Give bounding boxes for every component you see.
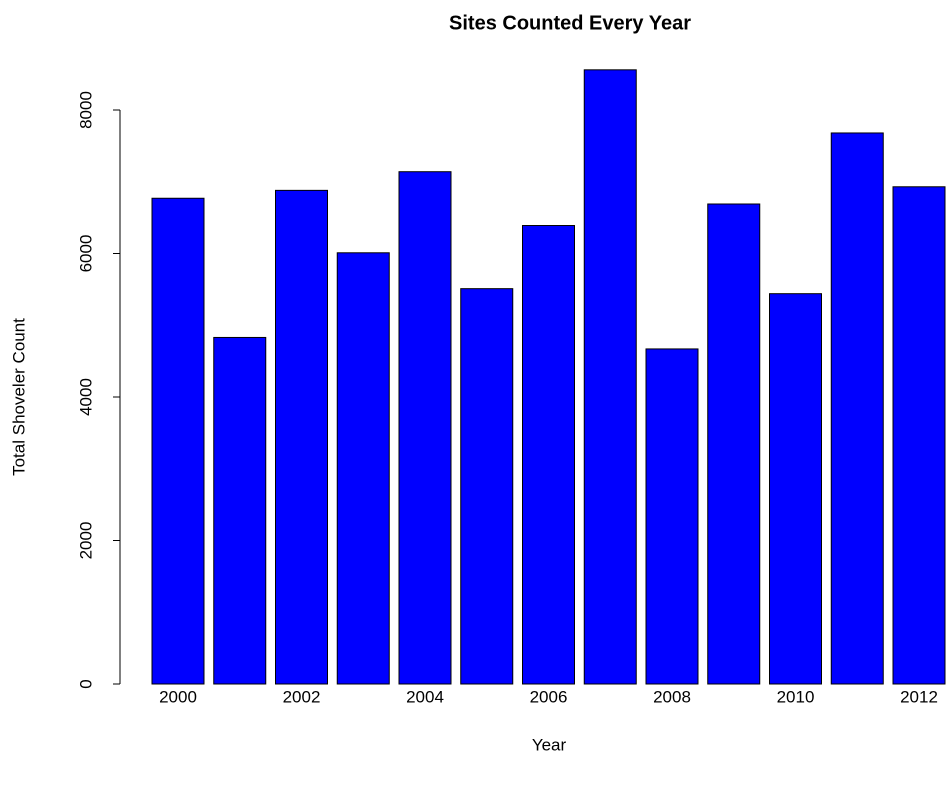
bar [769, 293, 822, 685]
bar [645, 348, 699, 685]
bar [707, 203, 761, 685]
x-tick-label: 2000 [159, 687, 197, 706]
y-tick-label: 0 [76, 679, 95, 688]
x-tick-label: 2012 [900, 687, 938, 706]
y-tick-label: 4000 [76, 378, 95, 416]
x-tick-label: 2002 [283, 687, 321, 706]
x-tick-label: 2010 [777, 687, 815, 706]
x-tick-label: 2008 [653, 687, 691, 706]
bar [151, 197, 205, 685]
bar [522, 225, 575, 685]
x-tick-label: 2004 [406, 687, 444, 706]
x-tick-label: 2006 [530, 687, 568, 706]
y-tick-label: 2000 [76, 522, 95, 560]
y-tick-label: 6000 [76, 235, 95, 273]
x-axis-label: Year [532, 735, 567, 754]
y-tick-label: 8000 [76, 91, 95, 129]
bar [892, 186, 946, 685]
bar [830, 132, 884, 685]
bar [398, 171, 452, 685]
bar [336, 252, 390, 685]
y-axis-label: Total Shoveler Count [9, 318, 28, 476]
chart-title: Sites Counted Every Year [449, 12, 691, 34]
bar [275, 189, 328, 685]
bar [213, 336, 267, 685]
bar [460, 288, 514, 685]
bar [583, 69, 637, 685]
